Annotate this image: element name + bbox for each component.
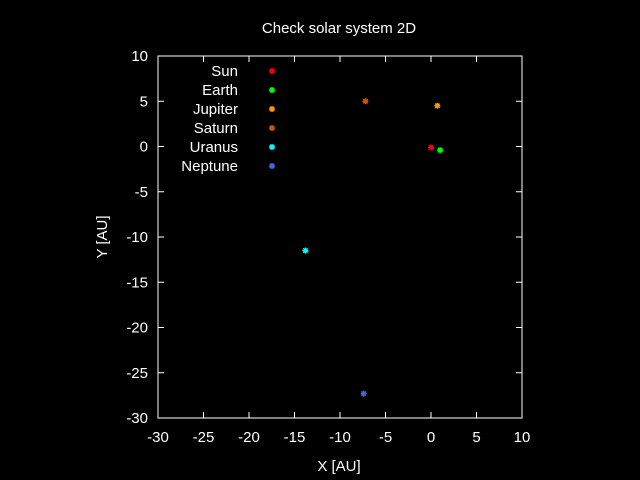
data-point-neptune — [360, 390, 367, 397]
x-tick-label: -5 — [379, 429, 392, 446]
y-tick-label: 0 — [140, 139, 148, 156]
y-tick-label: -25 — [126, 365, 148, 382]
data-point-jupiter — [434, 102, 441, 109]
x-tick-label: -25 — [193, 429, 215, 446]
data-point-saturn — [362, 98, 369, 105]
y-tick-label: -5 — [135, 184, 148, 201]
y-tick-label: -20 — [126, 320, 148, 337]
legend-marker-uranus — [269, 144, 275, 150]
data-point-earth — [437, 147, 444, 154]
legend-label-sun: Sun — [211, 63, 238, 80]
legend-marker-earth — [269, 87, 275, 93]
y-tick-label: -15 — [126, 274, 148, 291]
legend-marker-jupiter — [269, 106, 275, 112]
y-tick-label: 5 — [140, 93, 148, 110]
x-axis-label: X [AU] — [317, 458, 360, 475]
legend-label-jupiter: Jupiter — [193, 101, 238, 118]
y-tick-label: -30 — [126, 410, 148, 427]
legend-label-earth: Earth — [202, 82, 238, 99]
data-point-sun — [428, 144, 434, 151]
legend-label-uranus: Uranus — [190, 139, 238, 156]
x-tick-label: -20 — [238, 429, 260, 446]
y-axis-label: Y [AU] — [94, 215, 111, 258]
x-tick-label: 0 — [427, 429, 435, 446]
x-tick-label: 5 — [472, 429, 480, 446]
x-axis-ticks: -30 -25 -20 -15 -10 -5 0 5 10 — [147, 56, 530, 446]
legend-label-saturn: Saturn — [194, 120, 238, 137]
chart-title: Check solar system 2D — [262, 20, 416, 37]
x-tick-label: 10 — [514, 429, 531, 446]
x-tick-label: -15 — [284, 429, 306, 446]
legend-marker-saturn — [269, 125, 275, 131]
y-tick-label: 10 — [131, 48, 148, 65]
data-point-uranus — [302, 247, 309, 254]
legend-marker-neptune — [269, 163, 275, 169]
data-points — [302, 98, 444, 397]
y-axis-ticks: 10 5 0 -5 -10 -15 -20 -25 -30 — [126, 48, 522, 427]
legend: Sun Earth Jupiter Saturn Uranus Neptune — [181, 63, 275, 175]
x-tick-label: -30 — [147, 429, 169, 446]
y-tick-label: -10 — [126, 229, 148, 246]
legend-marker-sun — [269, 68, 275, 74]
x-tick-label: -10 — [329, 429, 351, 446]
legend-label-neptune: Neptune — [181, 158, 238, 175]
